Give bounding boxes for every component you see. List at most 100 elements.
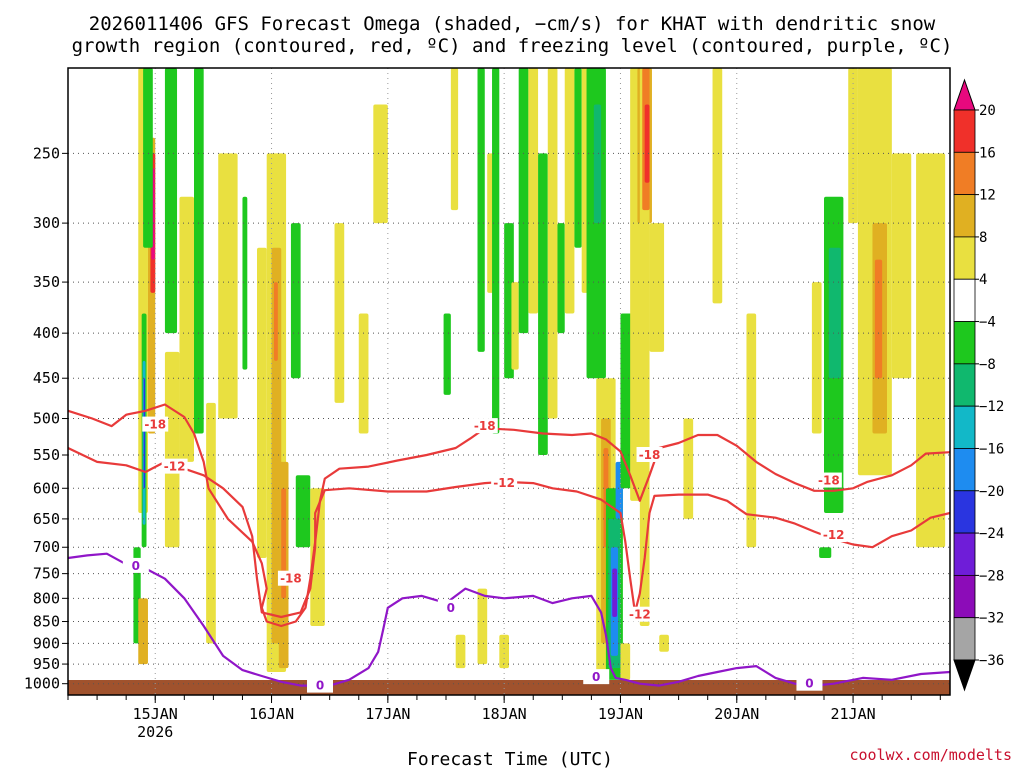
x-tick-label: 18JAN (482, 705, 527, 723)
omega-cell (492, 68, 500, 434)
omega-cell (574, 68, 582, 248)
y-tick-label: 950 (33, 655, 60, 673)
chart-title: 2026011406 GFS Forecast Omega (shaded, −… (72, 13, 953, 57)
omega-cell (334, 223, 345, 403)
pressure-axis: 250 300 350 400 450 500 550 600 650 700 750 800 850 9… (24, 144, 68, 693)
omega-cell (848, 68, 858, 224)
colorbar-bin (953, 151, 976, 196)
y-tick-label: 750 (33, 565, 60, 583)
omega-cell (528, 68, 539, 314)
gridlines (68, 68, 950, 695)
omega-cell (916, 153, 946, 548)
x-tick-year: 2026 (137, 723, 173, 741)
x-tick-label: 17JAN (365, 705, 410, 723)
contour-label-bg (161, 458, 188, 474)
contour-label-bg (277, 570, 304, 586)
x-tick-label: 15JAN (133, 705, 178, 723)
colorbar-bottom-arrow (953, 659, 976, 692)
omega-cell (310, 488, 325, 626)
omega-cell (164, 68, 178, 334)
x-tick-label: 19JAN (598, 705, 643, 723)
omega-cell (455, 634, 466, 669)
colorbar-label: −12 (979, 399, 1004, 415)
omega-cell (828, 247, 841, 379)
colorbar-bin (953, 109, 976, 153)
omega-cell (538, 153, 548, 455)
contour-label-bg (122, 557, 149, 573)
colorbar-bin (953, 448, 976, 492)
contour-label-bg (626, 606, 653, 622)
contour-label: 0 (316, 679, 324, 693)
omega-cell (649, 223, 665, 352)
contour-label-bg (307, 677, 333, 693)
colorbar-top-arrow (953, 78, 976, 111)
colorbar-bin (953, 574, 976, 619)
contour-label-bg (820, 527, 847, 543)
contour-label: -18 (818, 474, 840, 488)
y-tick-label: 800 (33, 589, 60, 607)
colorbar-label: −32 (979, 611, 1004, 627)
contour-label: -18 (280, 572, 302, 586)
y-tick-label: 700 (33, 538, 60, 556)
contour--18C (67, 403, 951, 628)
omega-cell (358, 313, 369, 434)
plot-frame (67, 67, 951, 696)
contour-label: -12 (493, 476, 515, 490)
omega-shading (133, 68, 946, 680)
contour-label: -12 (164, 460, 186, 474)
contour-label: -12 (629, 608, 651, 622)
omega-cell (712, 68, 723, 304)
omega-cell (443, 313, 451, 395)
contour--12C (67, 447, 951, 619)
y-tick-label: 500 (33, 410, 60, 428)
colorbar-bin (953, 405, 976, 449)
contour-lines: -18 -18 -18 -18 -18 -12 -12 -12 -12 0 0 0 0 0 (67, 403, 951, 693)
omega-cell (143, 378, 146, 489)
contour-0C (67, 552, 951, 687)
omega-cell (612, 568, 618, 617)
contour-label: 0 (447, 601, 455, 615)
omega-cell (819, 547, 832, 559)
omega-cell (511, 282, 519, 370)
contour-label-bg (491, 475, 518, 491)
colorbar-bin (953, 532, 976, 576)
contour-label-bg (815, 472, 842, 488)
omega-cell (138, 598, 148, 665)
colorbar-label: −16 (979, 441, 1004, 457)
contour-label-bg (636, 446, 663, 462)
contour-label: 0 (805, 677, 813, 691)
omega-cell (659, 634, 669, 652)
colorbar-bin (953, 194, 976, 238)
omega-cell (874, 259, 883, 379)
omega-cell (143, 68, 153, 248)
omega-cell (273, 282, 278, 361)
credit-link[interactable]: coolwx.com/modelts (849, 746, 1012, 764)
title-line-2: growth region (contoured, red, ºC) and f… (72, 35, 953, 57)
colorbar-legend: 20 16 12 8 4 −4 −8 −12 −16 −20 −24 −28 −32 −36 (953, 78, 1004, 692)
omega-cell (477, 68, 485, 352)
omega-cell (593, 104, 602, 224)
contour-label-bg (583, 669, 610, 685)
omega-cell (499, 634, 509, 669)
colorbar-label: 12 (979, 188, 996, 204)
omega-cell (164, 351, 180, 548)
plot-border (67, 67, 951, 696)
y-tick-label: 300 (33, 214, 60, 232)
omega-cell (746, 313, 757, 548)
contour-label: -18 (144, 418, 166, 432)
omega-cell (290, 223, 301, 379)
omega-cell (620, 643, 631, 680)
omega-cell (242, 196, 248, 370)
omega-cell (564, 68, 575, 314)
omega-cell (557, 223, 565, 334)
contour-label: -18 (474, 419, 496, 433)
colorbar-label: −28 (979, 568, 1004, 584)
colorbar-label: 16 (979, 145, 996, 161)
colorbar-bin (953, 363, 976, 407)
y-tick-label: 250 (33, 144, 60, 162)
y-tick-label: 600 (33, 479, 60, 497)
omega-cell (179, 196, 194, 462)
colorbar-bin (953, 278, 976, 322)
omega-cell (477, 588, 488, 665)
